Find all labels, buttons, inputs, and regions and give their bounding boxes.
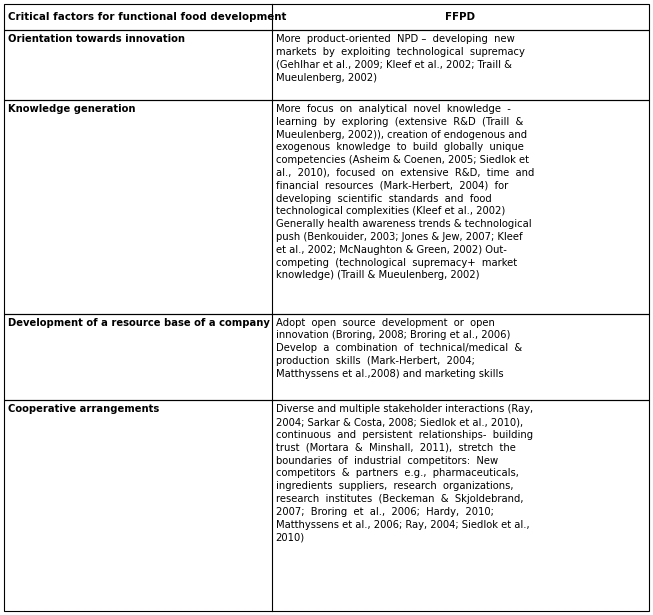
- Text: More  product-oriented  NPD –  developing  new
markets  by  exploiting  technolo: More product-oriented NPD – developing n…: [276, 34, 524, 82]
- Text: More  focus  on  analytical  novel  knowledge  -
learning  by  exploring  (exten: More focus on analytical novel knowledge…: [276, 104, 534, 280]
- Text: Development of a resource base of a company: Development of a resource base of a comp…: [8, 317, 270, 328]
- Text: Orientation towards innovation: Orientation towards innovation: [8, 34, 185, 44]
- Text: Adopt  open  source  development  or  open
innovation (Broring, 2008; Broring et: Adopt open source development or open in…: [276, 317, 522, 379]
- Text: Knowledge generation: Knowledge generation: [8, 104, 136, 114]
- Bar: [4, 400, 649, 611]
- Text: Cooperative arrangements: Cooperative arrangements: [8, 405, 159, 415]
- Bar: [4, 4, 649, 30]
- Text: FFPD: FFPD: [445, 12, 475, 22]
- Bar: [4, 100, 649, 314]
- Text: Diverse and multiple stakeholder interactions (Ray,
2004; Sarkar & Costa, 2008; : Diverse and multiple stakeholder interac…: [276, 405, 533, 542]
- Bar: [4, 314, 649, 400]
- Bar: [4, 30, 649, 100]
- Text: Critical factors for functional food development: Critical factors for functional food dev…: [8, 12, 287, 22]
